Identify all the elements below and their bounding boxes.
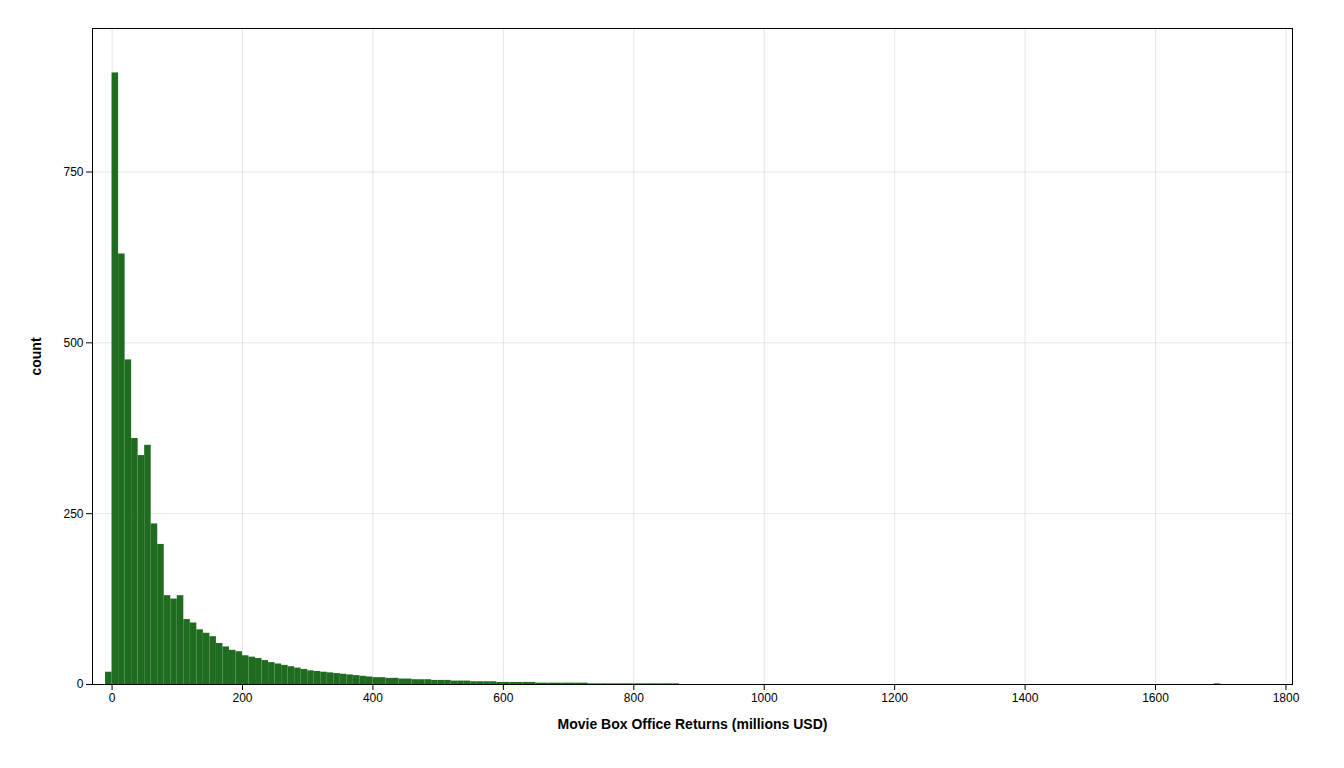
- svg-text:600: 600: [493, 691, 513, 705]
- svg-text:1400: 1400: [1012, 691, 1039, 705]
- svg-text:200: 200: [232, 691, 252, 705]
- svg-text:800: 800: [624, 691, 644, 705]
- svg-text:0: 0: [109, 691, 116, 705]
- svg-text:0: 0: [77, 677, 84, 691]
- svg-text:750: 750: [63, 165, 83, 179]
- svg-text:count: count: [28, 337, 44, 375]
- svg-text:Movie Box Office Returns (mill: Movie Box Office Returns (millions USD): [558, 716, 828, 732]
- svg-text:250: 250: [63, 507, 83, 521]
- svg-text:500: 500: [63, 336, 83, 350]
- svg-text:400: 400: [363, 691, 383, 705]
- svg-text:1200: 1200: [881, 691, 908, 705]
- svg-text:1600: 1600: [1142, 691, 1169, 705]
- svg-text:1800: 1800: [1273, 691, 1300, 705]
- svg-text:1000: 1000: [751, 691, 778, 705]
